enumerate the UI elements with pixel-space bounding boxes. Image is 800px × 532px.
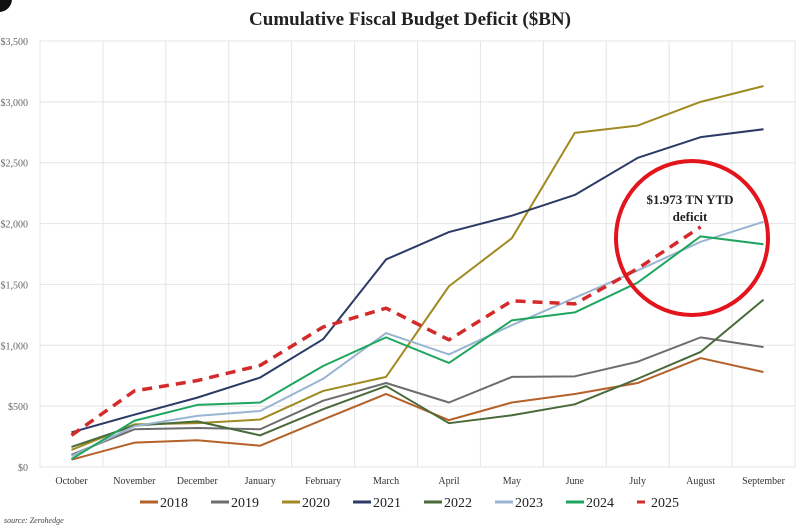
annotation-line1: $1.973 TN YTD	[646, 192, 733, 207]
x-tick-label: January	[245, 476, 276, 487]
x-tick-label: February	[305, 476, 341, 487]
series-line-2019	[71, 336, 764, 456]
x-tick-label: May	[503, 476, 521, 487]
y-tick-label: $2,500	[1, 159, 29, 170]
x-tick-label: August	[686, 476, 715, 487]
annotation: $1.973 TN YTD deficit	[614, 159, 770, 317]
legend-label-2020: 2020	[302, 496, 330, 511]
x-tick-label: July	[629, 476, 646, 487]
legend-label-2019: 2019	[231, 496, 259, 511]
series-line-2022	[71, 298, 765, 448]
x-axis: October November December January February Ma…	[55, 476, 785, 487]
legend-label-2021: 2021	[373, 496, 401, 511]
x-tick-label: April	[438, 476, 459, 487]
series-line-2020	[71, 85, 764, 451]
chart-title: Cumulative Fiscal Budget Deficit ($BN)	[249, 9, 571, 30]
y-tick-label: $1,000	[1, 341, 29, 352]
y-axis: $0 $500 $1,000 $1,500 $2,000 $2,500 $3,000 $3,5…	[1, 37, 29, 474]
legend-label-2024: 2024	[586, 496, 614, 511]
x-tick-label: October	[55, 476, 88, 487]
legend-label-2025: 2025	[651, 496, 679, 511]
source-note: source: Zerohedge	[4, 516, 64, 525]
series-line-2018	[71, 357, 764, 461]
x-tick-label: March	[373, 476, 399, 487]
legend: 2018 2019 2020 2021 2022 2023 2024 2025	[140, 496, 679, 511]
y-tick-label: $1,500	[1, 280, 29, 291]
y-tick-label: $2,000	[1, 220, 29, 231]
annotation-circle	[614, 159, 770, 317]
y-tick-label: $3,500	[1, 37, 29, 48]
legend-label-2018: 2018	[160, 496, 188, 511]
legend-label-2023: 2023	[515, 496, 543, 511]
x-tick-label: November	[113, 476, 156, 487]
y-tick-label: $3,000	[1, 98, 29, 109]
x-tick-label: June	[566, 476, 585, 487]
x-tick-label: September	[742, 476, 785, 487]
legend-label-2022: 2022	[444, 496, 472, 511]
x-tick-label: December	[177, 476, 219, 487]
y-tick-label: $0	[18, 463, 28, 474]
series-line-2021	[71, 128, 764, 434]
y-tick-label: $500	[8, 402, 28, 413]
series-line-2023	[71, 220, 764, 457]
series-line-2025	[70, 225, 702, 437]
grid	[39, 40, 796, 468]
series-lines	[70, 85, 765, 461]
series-line-2024	[70, 235, 764, 460]
annotation-line2: deficit	[673, 209, 708, 224]
